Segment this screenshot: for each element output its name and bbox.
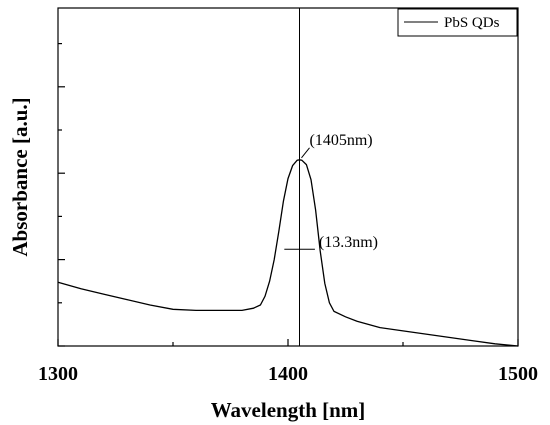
fwhm-annotation: (13.3nm): [319, 234, 378, 251]
x-axis-title: Wavelength [nm]: [211, 398, 366, 422]
x-tick-label: 1400: [268, 363, 308, 385]
peak-annotation: (1405nm): [310, 132, 373, 149]
y-axis-title: Absorbance [a.u.]: [8, 97, 32, 256]
x-tick-labels: 1300 1400 1500: [38, 363, 538, 385]
legend-label: PbS QDs: [444, 15, 500, 31]
series-line-pbs-qds: [57, 159, 519, 347]
x-tick-label: 1500: [498, 363, 538, 385]
axis-ticks: [57, 42, 519, 347]
legend: PbS QDs: [397, 8, 518, 37]
x-tick-label: 1300: [38, 363, 78, 385]
peak-leader-line: [301, 147, 310, 159]
